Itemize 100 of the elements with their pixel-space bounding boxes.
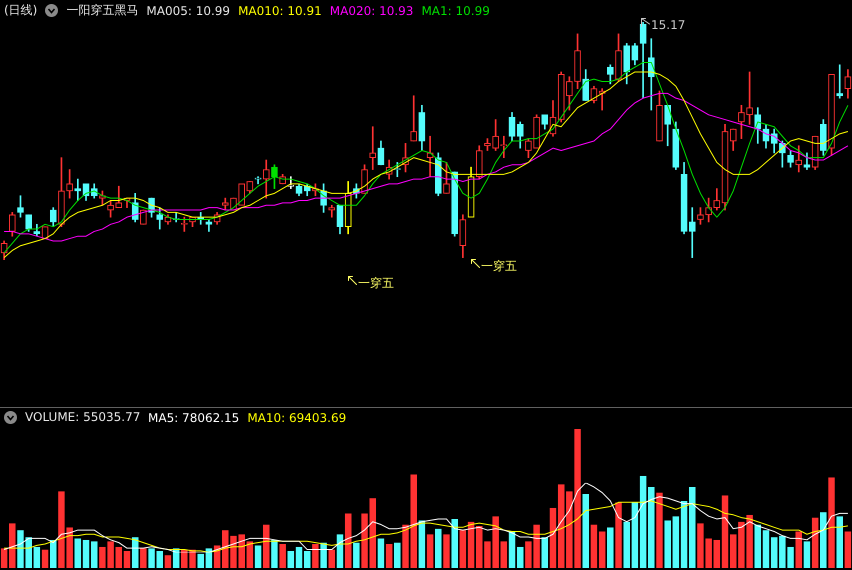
bar — [770, 537, 778, 568]
bar — [762, 530, 770, 568]
bar — [598, 532, 606, 568]
bar — [230, 536, 237, 568]
bar — [132, 537, 139, 568]
bar — [722, 495, 728, 568]
bar — [17, 530, 24, 568]
text: MA5: 78062.15 — [148, 411, 240, 425]
bar — [746, 514, 753, 568]
bar — [222, 530, 229, 568]
bar — [558, 484, 565, 568]
bar — [148, 548, 155, 568]
bar — [533, 524, 540, 568]
bar — [713, 540, 720, 568]
bar — [582, 494, 590, 568]
bar — [206, 548, 212, 568]
bar — [287, 550, 294, 568]
bar — [271, 540, 278, 568]
annotation: 15.17 — [651, 18, 686, 32]
bar — [664, 520, 672, 568]
bar — [344, 513, 352, 568]
bar — [754, 524, 762, 568]
annotation: 一穿五 — [481, 258, 517, 275]
bar — [500, 541, 508, 568]
bar — [74, 538, 82, 568]
bar — [484, 541, 491, 568]
bar — [156, 550, 164, 568]
candlestick — [17, 195, 24, 218]
candlestick — [804, 152, 810, 170]
bar — [640, 476, 646, 568]
bar — [402, 524, 409, 568]
bar — [296, 546, 302, 568]
bar — [615, 502, 622, 568]
bar — [115, 546, 122, 568]
bar — [426, 534, 434, 568]
bar — [443, 534, 450, 568]
bar — [58, 491, 65, 568]
bar — [508, 532, 516, 568]
bar — [254, 545, 262, 568]
bar — [476, 526, 483, 568]
bar — [34, 546, 40, 568]
bar — [590, 524, 598, 568]
text: MA1: 10.99 — [421, 4, 490, 18]
bar — [336, 534, 344, 568]
bar — [99, 546, 106, 568]
bar — [451, 519, 458, 568]
bar — [42, 550, 48, 568]
bar — [648, 487, 655, 568]
bar — [680, 500, 688, 568]
bar — [705, 538, 712, 568]
bar — [656, 492, 663, 568]
bar — [606, 527, 614, 568]
bar — [124, 550, 130, 568]
bar — [434, 528, 442, 568]
bar — [312, 544, 319, 568]
text: MA005: 10.99 — [146, 4, 230, 18]
bar — [836, 516, 844, 568]
bar — [623, 522, 630, 568]
bar — [394, 542, 401, 568]
bar — [180, 550, 188, 568]
bar — [8, 523, 16, 568]
bar — [787, 546, 794, 568]
bar — [820, 512, 827, 568]
bar — [328, 550, 336, 568]
bar — [730, 534, 737, 568]
text: VOLUME: 55035.77 — [25, 410, 140, 424]
bar — [361, 513, 368, 568]
bar — [279, 544, 286, 568]
bar — [238, 534, 246, 568]
bar — [189, 550, 196, 568]
bar — [66, 527, 73, 568]
bar — [246, 541, 254, 568]
bar — [164, 555, 172, 568]
bar — [320, 542, 327, 568]
chart-title: (日线) — [4, 2, 38, 19]
bar — [632, 502, 638, 568]
bar — [90, 541, 98, 568]
bar — [795, 532, 802, 568]
bar — [460, 530, 466, 568]
bar — [688, 487, 696, 568]
bar — [516, 546, 524, 568]
candlestick — [484, 138, 491, 151]
bar — [0, 548, 8, 568]
text: MA010: 10.91 — [238, 4, 322, 18]
text: MA10: 69403.69 — [247, 411, 346, 425]
bar — [378, 538, 384, 568]
bar — [574, 429, 581, 568]
bar — [262, 524, 270, 568]
bar — [197, 554, 204, 568]
bar — [107, 541, 114, 568]
bar — [25, 537, 32, 568]
bar — [304, 550, 311, 568]
bar — [550, 508, 556, 568]
bar — [410, 474, 418, 568]
bar — [492, 516, 499, 568]
bar — [804, 541, 810, 568]
text: 一穿五 — [358, 275, 394, 292]
text: MA020: 10.93 — [330, 4, 414, 18]
bar — [140, 548, 147, 568]
bar — [418, 520, 426, 568]
